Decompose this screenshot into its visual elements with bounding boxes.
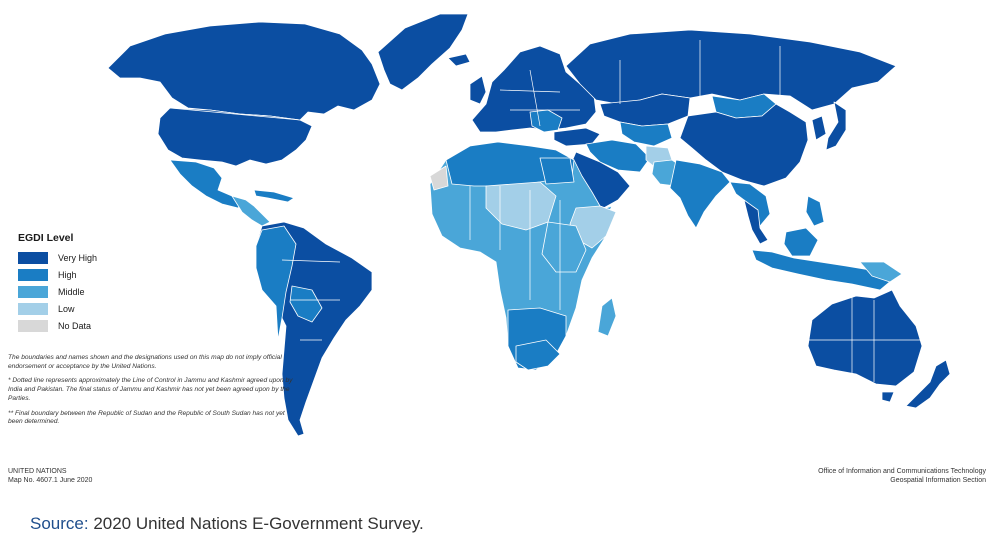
legend-label: Very High [58, 252, 98, 263]
region-korea [811, 115, 827, 141]
map-notes: The boundaries and names shown and the d… [8, 354, 293, 433]
legend-label: No Data [58, 320, 92, 331]
region-tasmania [881, 391, 895, 403]
region-iceland [447, 53, 471, 67]
region-central-america [231, 195, 271, 227]
region-north-africa [445, 141, 575, 187]
boundary-lines [169, 40, 920, 382]
region-uk-ireland [469, 75, 487, 105]
legend-item: Very High [18, 249, 97, 266]
legend-label: Low [58, 303, 75, 314]
region-east-africa [541, 221, 587, 273]
region-japan [825, 101, 847, 151]
source-text: 2020 United Nations E-Government Survey. [88, 514, 424, 533]
region-russia [565, 29, 897, 111]
region-caribbean [253, 189, 295, 203]
source-label: Source: [30, 514, 89, 533]
note-boundaries: The boundaries and names shown and the d… [8, 354, 282, 370]
region-egypt [539, 157, 575, 185]
note-sudan: ** Final boundary between the Republic o… [8, 409, 285, 426]
legend-title: EGDI Level [18, 232, 74, 244]
region-andes [255, 225, 297, 341]
region-thailand-malaysia [743, 199, 769, 245]
legend-label: Middle [58, 286, 85, 297]
region-south-africa [515, 339, 561, 371]
region-madagascar [597, 297, 617, 337]
region-greenland [377, 13, 469, 91]
footer-office: Office of Information and Communications… [818, 468, 986, 475]
source-caption: Source: 2020 United Nations E-Government… [30, 514, 424, 534]
region-kazakhstan [599, 93, 691, 127]
region-australia [807, 289, 923, 387]
legend-swatch [18, 319, 48, 332]
region-borneo [783, 227, 819, 257]
legend-swatch [18, 302, 48, 315]
legend-item: Low [18, 300, 97, 317]
region-bolivia-paraguay [289, 285, 323, 323]
region-new-zealand [905, 359, 951, 409]
footer-map-number: Map No. 4607.1 June 2020 [8, 477, 93, 485]
region-central-asia [619, 121, 673, 147]
region-india [669, 159, 731, 229]
legend-swatch [18, 268, 48, 281]
footer-org: UNITED NATIONS [8, 468, 67, 475]
legend-item: High [18, 266, 97, 283]
note-kashmir: * Dotted line represents approximately t… [8, 377, 293, 402]
region-canada-alaska [107, 21, 381, 121]
region-philippines [805, 195, 825, 227]
legend-swatch [18, 251, 48, 264]
region-sahel-low [485, 181, 557, 231]
region-usa [157, 107, 313, 167]
legend: EGDI Level Very High High Middle Low No Data [18, 232, 97, 334]
legend-swatch [18, 285, 48, 298]
legend-label: High [58, 269, 77, 280]
region-papua [859, 261, 903, 283]
region-western-sahara [429, 165, 449, 191]
footer-right: Office of Information and Communications… [818, 467, 986, 485]
footer-left: UNITED NATIONS Map No. 4607.1 June 2020 [8, 467, 92, 485]
footer-section: Geospatial Information Section [890, 477, 986, 485]
region-iran-gulf [585, 139, 651, 173]
region-indonesia [751, 249, 893, 291]
legend-item: Middle [18, 283, 97, 300]
legend-item: No Data [18, 317, 97, 334]
region-china [679, 103, 809, 187]
